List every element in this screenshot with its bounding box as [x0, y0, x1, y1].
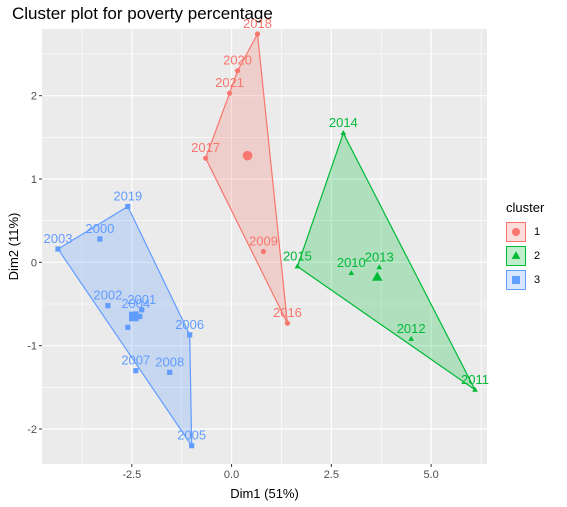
- data-point: [105, 303, 111, 309]
- axes: -2.5 0.0 2.5 5.0 -2 -1 0 1 2: [27, 91, 439, 481]
- point-label: 2018: [243, 16, 272, 31]
- point-label: 2016: [273, 305, 302, 320]
- cluster-hulls: [57, 32, 476, 448]
- legend-items: 1 2 3: [506, 220, 566, 292]
- legend-item-2: 2: [506, 244, 566, 268]
- point-label: 2009: [249, 234, 278, 249]
- data-point: [167, 369, 173, 375]
- data-point: [139, 307, 145, 313]
- legend-label: 3: [534, 274, 541, 286]
- y-tick-label: 1: [31, 174, 37, 186]
- legend-triangle-icon: [511, 251, 521, 259]
- cluster-plot: 2018 2020 2021 2017 2009 2016 2014 2015 2010 2013…: [6, 16, 490, 501]
- data-point: [133, 368, 139, 374]
- legend-marker: [512, 276, 520, 284]
- y-tick-label: 0: [31, 257, 37, 269]
- data-point: [254, 31, 261, 37]
- data-point: [187, 332, 193, 338]
- cluster-center-1: [242, 150, 253, 161]
- point-label: 2021: [215, 75, 244, 90]
- point-label: 2010: [337, 255, 366, 270]
- legend-item-1: 1: [506, 220, 566, 244]
- point-label: 2001: [127, 292, 156, 307]
- x-tick-label: 2.5: [324, 469, 339, 481]
- point-label: 2020: [223, 53, 252, 68]
- data-point: [125, 203, 131, 210]
- point-label: 2014: [329, 115, 358, 130]
- data-point: [189, 443, 195, 449]
- point-label: 2012: [397, 321, 426, 336]
- data-point: [234, 68, 241, 74]
- y-tick-label: -2: [27, 424, 37, 436]
- x-axis-title: Dim1 (51%): [230, 486, 299, 501]
- point-label: 2002: [93, 288, 122, 303]
- data-point: [137, 313, 143, 320]
- y-tick-label: -1: [27, 341, 37, 353]
- x-tick-label: -2.5: [122, 469, 141, 481]
- legend-item-3: 3: [506, 268, 566, 292]
- legend-marker: [511, 251, 521, 259]
- data-point: [125, 324, 131, 330]
- legend-label: 1: [534, 226, 541, 238]
- point-label: 2006: [175, 317, 204, 332]
- data-point: [408, 335, 415, 341]
- data-point: [294, 263, 301, 269]
- legend-marker: [512, 228, 520, 236]
- cluster-center-3: [128, 311, 139, 322]
- legend-key: [506, 222, 526, 242]
- legend-title: cluster: [506, 200, 545, 215]
- data-point: [340, 130, 347, 136]
- point-label: 2000: [85, 221, 114, 236]
- data-point: [284, 320, 291, 326]
- data-point: [260, 248, 267, 255]
- legend-square-icon: [512, 276, 520, 284]
- cluster-centers: [128, 150, 383, 322]
- point-label: 2004: [121, 296, 150, 311]
- point-labels: 2018 2020 2021 2017 2009 2016 2014 2015 2010 2013…: [44, 16, 490, 443]
- data-point: [97, 236, 103, 242]
- point-label: 2003: [44, 231, 73, 246]
- cluster-center-2: [371, 271, 383, 281]
- x-tick-label: 0.0: [224, 469, 239, 481]
- data-point: [348, 270, 355, 276]
- data-point: [226, 90, 233, 96]
- point-label: 2015: [283, 249, 312, 264]
- data-point: [203, 155, 209, 161]
- chart-title: Cluster plot for poverty percentage: [12, 4, 273, 23]
- data-point: [376, 264, 383, 270]
- y-tick-label: 2: [31, 91, 37, 103]
- point-label: 2013: [365, 249, 394, 264]
- data-point: [55, 246, 61, 252]
- legend: cluster 1 2 3: [506, 200, 566, 292]
- point-label: 2007: [121, 353, 150, 368]
- x-tick-label: 5.0: [423, 469, 438, 481]
- legend-label: 2: [534, 250, 541, 262]
- point-label: 2017: [191, 140, 220, 155]
- legend-circle-icon: [512, 228, 520, 236]
- legend-key: [506, 246, 526, 266]
- point-label: 2019: [113, 189, 142, 204]
- point-label: 2005: [177, 428, 206, 443]
- cluster-hull-2: [296, 131, 476, 391]
- point-label: 2008: [155, 354, 184, 369]
- cluster-hull-1: [204, 32, 288, 324]
- grid-lines: [42, 29, 487, 464]
- legend-key: [506, 270, 526, 290]
- data-point: [472, 386, 478, 392]
- y-axis-title: Dim2 (11%): [6, 213, 21, 281]
- point-label: 2011: [461, 372, 489, 387]
